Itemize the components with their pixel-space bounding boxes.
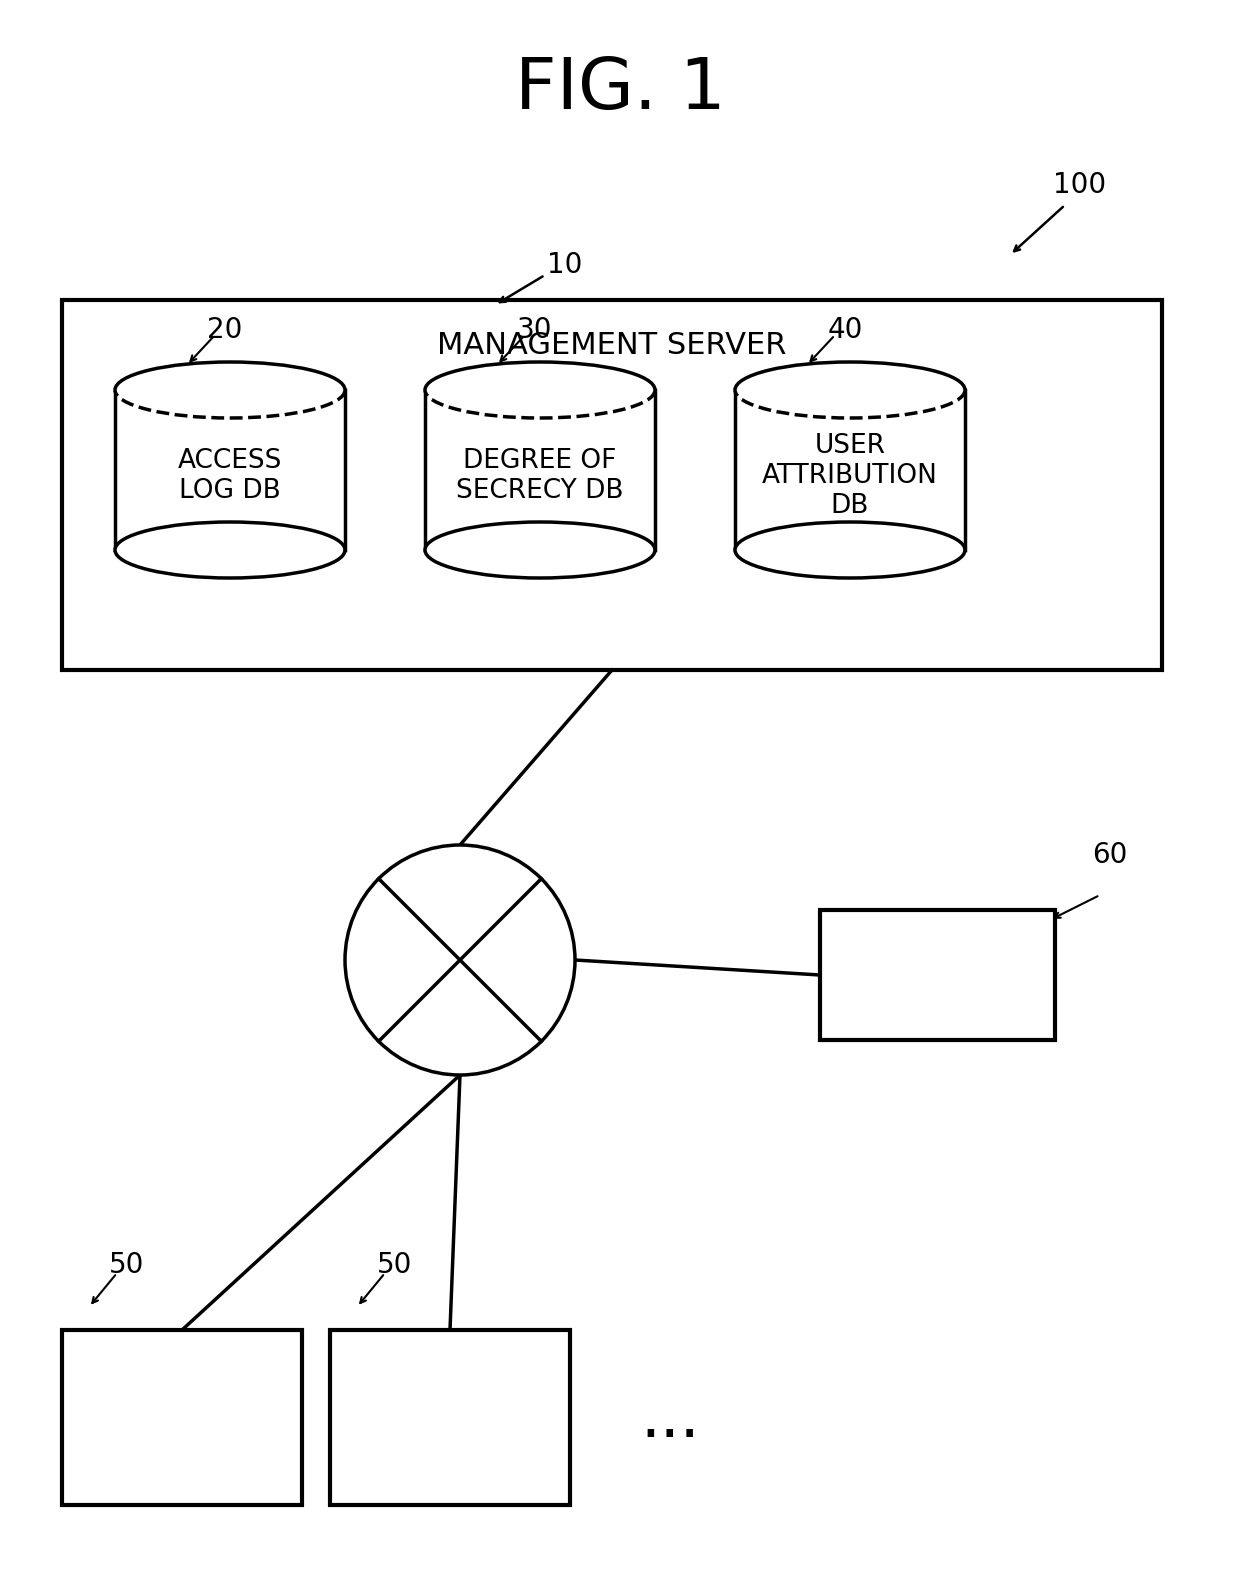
Text: MANAGEMENT SERVER: MANAGEMENT SERVER — [438, 331, 786, 360]
Text: USER
ATTRIBUTION
DB: USER ATTRIBUTION DB — [763, 433, 937, 519]
Bar — [735, 390, 965, 550]
Text: 30: 30 — [517, 317, 553, 344]
Ellipse shape — [735, 363, 965, 418]
Text: 40: 40 — [827, 317, 863, 344]
Ellipse shape — [425, 363, 655, 418]
Bar — [330, 1330, 570, 1505]
Ellipse shape — [735, 522, 965, 578]
Text: ...: ... — [640, 1391, 699, 1449]
Text: FIG. 1: FIG. 1 — [515, 56, 725, 124]
Text: 20: 20 — [207, 317, 243, 344]
Text: 100: 100 — [1054, 170, 1106, 199]
Circle shape — [345, 845, 575, 1076]
Ellipse shape — [425, 522, 655, 578]
Bar — [820, 910, 1055, 1041]
Bar — [425, 390, 655, 550]
Ellipse shape — [115, 522, 345, 578]
Text: 50: 50 — [109, 1251, 145, 1279]
Text: 10: 10 — [547, 251, 583, 278]
Bar — [62, 1330, 303, 1505]
Bar — [62, 301, 1162, 670]
Ellipse shape — [115, 363, 345, 418]
Text: TERMINAL
APPARATUS: TERMINAL APPARATUS — [107, 1389, 258, 1446]
Text: DEGREE OF
SECRECY DB: DEGREE OF SECRECY DB — [456, 447, 624, 504]
Text: TERMINAL
APPARATUS: TERMINAL APPARATUS — [374, 1389, 526, 1446]
Text: 50: 50 — [377, 1251, 413, 1279]
Text: STORAGE
SERVER: STORAGE SERVER — [874, 947, 1001, 1002]
Text: ACCESS
LOG DB: ACCESS LOG DB — [177, 447, 283, 504]
Bar — [115, 390, 345, 550]
Text: 60: 60 — [1092, 842, 1127, 869]
